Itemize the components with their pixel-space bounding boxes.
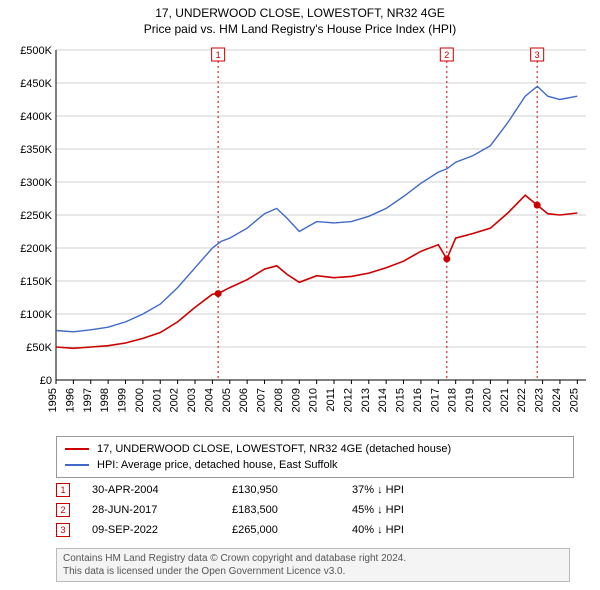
- x-tick-label: 2022: [516, 388, 528, 412]
- transaction-row-marker: 2: [56, 503, 70, 517]
- transaction-row: 3 09-SEP-2022£265,00040% ↓ HPI: [56, 520, 556, 540]
- y-tick-label: £150K: [20, 276, 52, 288]
- footer-attribution: Contains HM Land Registry data © Crown c…: [56, 548, 570, 582]
- x-tick-label: 1999: [117, 388, 129, 412]
- x-tick-label: 2003: [186, 388, 198, 412]
- x-tick-label: 2004: [203, 388, 215, 412]
- transaction-marker-number: 3: [535, 50, 540, 60]
- y-tick-label: £400K: [20, 111, 52, 123]
- x-tick-label: 2013: [360, 388, 372, 412]
- x-tick-label: 2012: [342, 388, 354, 412]
- transaction-row-marker: 1: [56, 483, 70, 497]
- x-tick-label: 2005: [221, 388, 233, 412]
- x-tick-label: 2019: [464, 388, 476, 412]
- x-tick-label: 2017: [429, 388, 441, 412]
- transaction-row: 1 30-APR-2004£130,95037% ↓ HPI: [56, 480, 556, 500]
- legend-box: 17, UNDERWOOD CLOSE, LOWESTOFT, NR32 4GE…: [56, 436, 574, 478]
- chart-svg: £0 £50K £100K £150K £200K £250K £300K £350K £400…: [8, 44, 592, 424]
- x-tick-label: 2015: [395, 388, 407, 412]
- y-tick-label: £350K: [20, 144, 52, 156]
- footer-line-1: Contains HM Land Registry data © Crown c…: [63, 552, 563, 565]
- transaction-date: 09-SEP-2022: [92, 524, 232, 536]
- title-line-1: 17, UNDERWOOD CLOSE, LOWESTOFT, NR32 4GE: [0, 6, 600, 20]
- transaction-dot: [534, 202, 541, 209]
- x-tick-label: 2011: [325, 388, 337, 412]
- transaction-row-marker: 3: [56, 523, 70, 537]
- x-tick-label: 2000: [134, 388, 146, 412]
- legend-swatch: [65, 464, 89, 466]
- x-tick-label: 2010: [308, 388, 320, 412]
- series-property: [56, 195, 577, 348]
- y-tick-label: £300K: [20, 177, 52, 189]
- x-tick-label: 2006: [238, 388, 250, 412]
- y-tick-label: £100K: [20, 309, 52, 321]
- transaction-price: £183,500: [232, 504, 352, 516]
- transaction-dot: [215, 290, 222, 297]
- transaction-pct: 40% ↓ HPI: [352, 524, 472, 536]
- y-tick-label: £200K: [20, 243, 52, 255]
- chart-title-block: 17, UNDERWOOD CLOSE, LOWESTOFT, NR32 4GE…: [0, 0, 600, 36]
- x-tick-label: 2025: [568, 388, 580, 412]
- transactions-table: 1 30-APR-2004£130,95037% ↓ HPI 2 28-JUN-201…: [56, 480, 556, 540]
- x-tick-label: 2009: [290, 388, 302, 412]
- x-tick-label: 2020: [481, 388, 493, 412]
- y-tick-label: £450K: [20, 78, 52, 90]
- transaction-dot: [443, 255, 450, 262]
- x-tick-label: 2001: [151, 388, 163, 412]
- transaction-pct: 45% ↓ HPI: [352, 504, 472, 516]
- x-tick-label: 2018: [447, 388, 459, 412]
- x-tick-label: 2024: [551, 388, 563, 412]
- title-line-2: Price paid vs. HM Land Registry's House …: [0, 22, 600, 36]
- transaction-price: £130,950: [232, 484, 352, 496]
- transaction-date: 28-JUN-2017: [92, 504, 232, 516]
- transaction-pct: 37% ↓ HPI: [352, 484, 472, 496]
- y-tick-label: £500K: [20, 45, 52, 57]
- legend-label: HPI: Average price, detached house, East…: [97, 457, 338, 473]
- x-tick-label: 2002: [169, 388, 181, 412]
- x-tick-label: 2023: [534, 388, 546, 412]
- x-tick-label: 1995: [47, 388, 59, 412]
- transaction-marker-number: 1: [216, 50, 221, 60]
- x-tick-label: 2014: [377, 388, 389, 412]
- transaction-marker-number: 2: [444, 50, 449, 60]
- legend-row: 17, UNDERWOOD CLOSE, LOWESTOFT, NR32 4GE…: [65, 441, 565, 457]
- legend-row: HPI: Average price, detached house, East…: [65, 457, 565, 473]
- series-hpi: [56, 86, 577, 331]
- y-tick-label: £50K: [26, 342, 52, 354]
- legend-label: 17, UNDERWOOD CLOSE, LOWESTOFT, NR32 4GE…: [97, 441, 451, 457]
- transaction-row: 2 28-JUN-2017£183,50045% ↓ HPI: [56, 500, 556, 520]
- x-tick-label: 2008: [273, 388, 285, 412]
- y-tick-label: £250K: [20, 210, 52, 222]
- footer-line-2: This data is licensed under the Open Gov…: [63, 565, 563, 578]
- x-tick-label: 2016: [412, 388, 424, 412]
- x-tick-label: 2021: [499, 388, 511, 412]
- x-tick-label: 1997: [82, 388, 94, 412]
- transaction-date: 30-APR-2004: [92, 484, 232, 496]
- transaction-price: £265,000: [232, 524, 352, 536]
- x-tick-label: 2007: [256, 388, 268, 412]
- x-tick-label: 1998: [99, 388, 111, 412]
- x-tick-label: 1996: [64, 388, 76, 412]
- legend-swatch: [65, 448, 89, 450]
- y-tick-label: £0: [40, 375, 52, 387]
- chart-area: £0 £50K £100K £150K £200K £250K £300K £350K £400…: [8, 44, 592, 424]
